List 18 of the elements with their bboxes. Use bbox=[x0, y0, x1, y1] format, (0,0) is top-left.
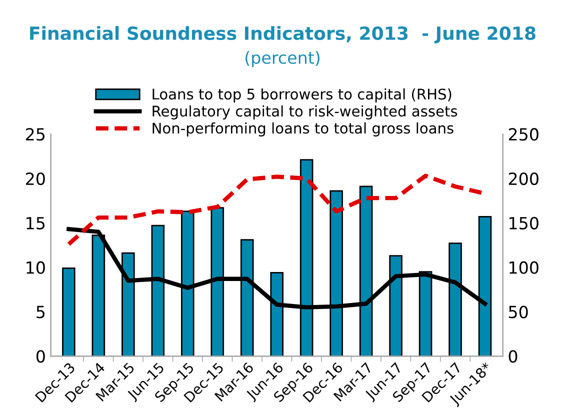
y2-tick-label: 100 bbox=[510, 261, 538, 274]
y-tick-label: 25 bbox=[26, 128, 45, 141]
y-tick-label: 5 bbox=[36, 306, 45, 318]
legend-label: Regulatory capital to risk-weighted assets bbox=[152, 105, 458, 120]
y-tick-label: 15 bbox=[26, 217, 45, 230]
chart-title: Financial Soundness Indicators, 2013 - June 2018 bbox=[30, 26, 536, 44]
y2-tick-label: 200 bbox=[508, 172, 538, 186]
y-tick-label: 0 bbox=[36, 350, 45, 363]
legend-label: Non-performing loans to total gross loans bbox=[152, 122, 454, 136]
y2-tick-label: 250 bbox=[508, 128, 538, 141]
legend-label: Loans to top 5 borrowers to capital (RHS) bbox=[152, 88, 452, 102]
bar bbox=[62, 268, 76, 356]
y2-tick-label: 150 bbox=[510, 216, 538, 230]
chart-subtitle: (percent) bbox=[246, 51, 320, 68]
y2-tick-label: 50 bbox=[509, 306, 528, 318]
y2-tick-label: 0 bbox=[508, 350, 518, 363]
y-tick-label: 20 bbox=[26, 172, 45, 186]
y-tick-label: 10 bbox=[26, 261, 45, 274]
